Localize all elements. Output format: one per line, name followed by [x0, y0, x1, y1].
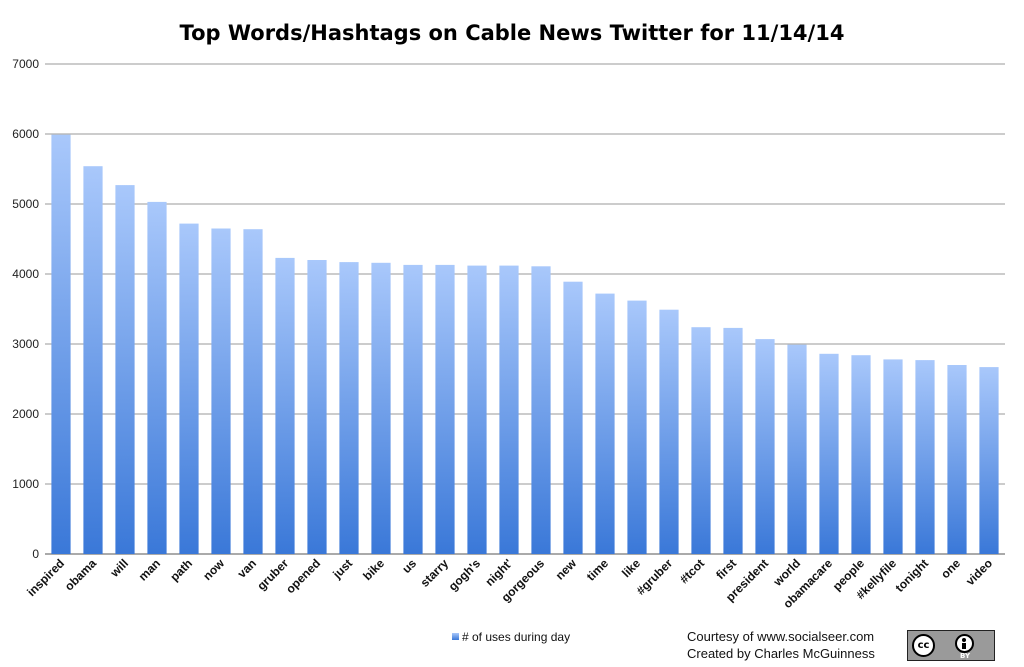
bar: [979, 367, 999, 554]
x-tick-label: opened: [283, 556, 323, 596]
bar: [371, 262, 391, 554]
y-tick-label: 6000: [12, 127, 39, 141]
bar: [659, 309, 679, 554]
bar: [499, 265, 519, 554]
bar: [691, 327, 711, 554]
y-tick-label: 4000: [12, 267, 39, 281]
bar: [275, 257, 295, 554]
y-tick-label: 3000: [12, 337, 39, 351]
x-tick-label: bike: [360, 556, 387, 583]
bar: [403, 264, 423, 554]
x-tick-label: just: [329, 556, 355, 582]
y-tick-label: 1000: [12, 477, 39, 491]
x-tick-label: tonight: [892, 556, 931, 595]
legend-label: # of uses during day: [462, 630, 570, 644]
credit-line-1: Courtesy of www.socialseer.com: [687, 629, 875, 644]
bar: [115, 185, 135, 554]
x-tick-label: inspired: [24, 556, 67, 599]
bar: [83, 166, 103, 554]
x-tick-label: new: [553, 556, 580, 583]
bar: [179, 223, 199, 554]
bar: [435, 264, 455, 554]
x-tick-label: gogh's: [446, 556, 484, 594]
attribution-person-icon: [955, 634, 974, 653]
chart-title: Top Words/Hashtags on Cable News Twitter…: [180, 21, 845, 45]
y-tick-label: 5000: [12, 197, 39, 211]
bar: [947, 365, 967, 554]
cc-by-badge-icon: cc BY: [907, 630, 995, 661]
bar: [915, 360, 935, 554]
by-label: BY: [960, 652, 971, 660]
bar: [563, 281, 583, 554]
x-tick-label: time: [584, 556, 612, 584]
x-tick-label: path: [167, 556, 195, 584]
bar: [755, 339, 775, 554]
x-tick-label: man: [136, 556, 163, 583]
cc-icon: cc: [912, 634, 935, 657]
bar: [595, 293, 615, 554]
x-tick-label: will: [107, 556, 131, 580]
bar: [851, 355, 871, 554]
credits: Courtesy of www.socialseer.com Created b…: [687, 628, 875, 662]
bar: [819, 353, 839, 554]
x-tick-label: video: [963, 556, 995, 588]
x-tick-label: one: [938, 556, 963, 581]
bar: [211, 228, 231, 554]
x-tick-label: #tcot: [677, 556, 707, 586]
x-tick-label: first: [713, 556, 739, 582]
bar: [883, 359, 903, 554]
credit-line-2: Created by Charles McGuinness: [687, 646, 875, 661]
bar: [51, 134, 71, 554]
bar: [243, 229, 263, 554]
x-tick-label: like: [619, 556, 643, 580]
y-tick-label: 0: [32, 547, 39, 561]
x-tick-label: now: [200, 556, 227, 583]
bar: [627, 300, 647, 554]
x-tick-label: obama: [62, 556, 99, 593]
x-tick-label: #gruber: [634, 556, 676, 598]
x-tick-label: us: [399, 556, 419, 576]
bar: [339, 262, 359, 554]
bar: [467, 265, 487, 554]
bar: [787, 344, 807, 554]
legend-swatch: [452, 633, 459, 640]
bar: [147, 201, 167, 554]
y-tick-label: 7000: [12, 57, 39, 71]
y-tick-label: 2000: [12, 407, 39, 421]
bar: [723, 327, 743, 554]
bar: [531, 266, 551, 554]
x-tick-label: van: [235, 556, 260, 581]
bar: [307, 260, 327, 554]
